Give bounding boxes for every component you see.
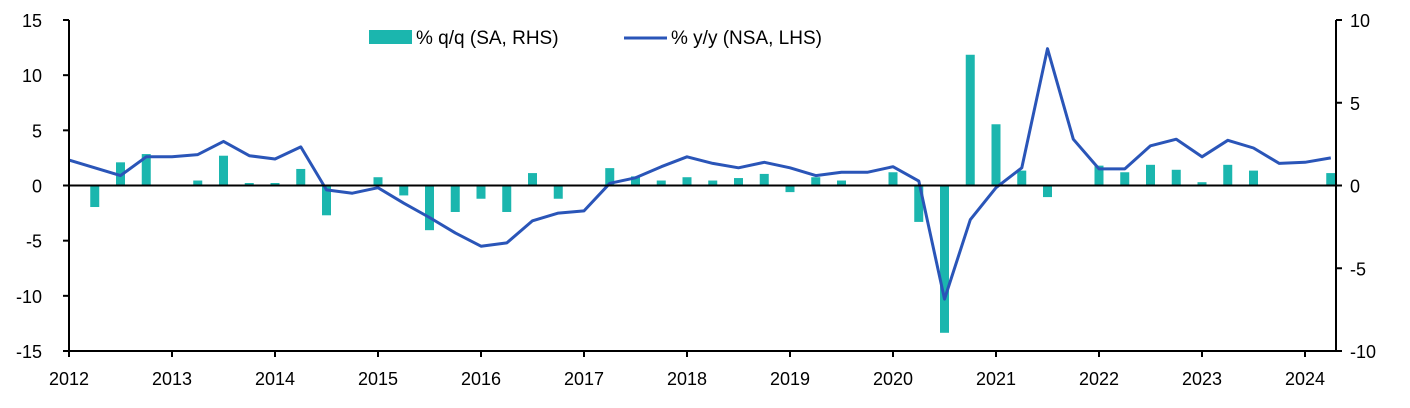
right-tick-label: -10: [1350, 342, 1376, 362]
line-yy: [68, 47, 1332, 301]
bar-qq-31: [888, 172, 898, 186]
bar-qq-6: [244, 183, 254, 186]
bar-qq-44: [1223, 164, 1233, 186]
x-tick-label: 2024: [1285, 369, 1325, 389]
left-tick-label: 0: [32, 177, 42, 197]
bar-qq-45: [1249, 170, 1258, 186]
bar-qq-22: [656, 180, 666, 186]
right-tick-label: -5: [1350, 259, 1366, 279]
left-tick-label: -5: [26, 232, 42, 252]
x-tick-label: 2013: [152, 369, 192, 389]
legend-bar-label: % q/q (SA, RHS): [416, 28, 559, 49]
bar-qq-16: [502, 185, 512, 212]
bar-qq-15: [476, 185, 486, 199]
x-tick-label: 2020: [873, 369, 913, 389]
bar-qq-43: [1197, 182, 1207, 186]
bar-qq-29: [837, 180, 846, 186]
x-tick-label: 2018: [667, 369, 707, 389]
bar-qq-42: [1171, 169, 1181, 186]
left-tick-label: 15: [22, 11, 42, 31]
bar-qq-0: [90, 185, 100, 208]
bar-qq-20: [605, 168, 615, 186]
legend: % q/q (SA, RHS) % y/y (NSA, LHS): [369, 28, 822, 49]
bar-qq-25: [734, 178, 743, 186]
axes-layer: [68, 20, 1337, 352]
bar-qq-28: [811, 177, 821, 186]
bar-qq-23: [682, 177, 692, 186]
bar-qq-12: [399, 185, 409, 196]
bar-qq-41: [1146, 164, 1155, 186]
bar-qq-37: [1043, 185, 1052, 198]
bar-qq-11: [373, 177, 383, 186]
bar-qq-39: [1094, 165, 1104, 186]
bar-qq-36: [1017, 170, 1027, 186]
bar-qq-48: [1326, 173, 1336, 186]
right-tick-label: 10: [1350, 11, 1370, 31]
x-tick-label: 2023: [1182, 369, 1222, 389]
bars-layer: [90, 54, 1336, 333]
left-tick-label: -10: [16, 287, 42, 307]
x-tick-label: 2016: [461, 369, 501, 389]
x-tick-label: 2012: [49, 369, 89, 389]
bar-qq-26: [759, 173, 769, 186]
legend-bar-swatch: [369, 30, 412, 44]
bar-qq-7: [270, 183, 280, 186]
bar-qq-34: [965, 54, 975, 186]
right-tick-label: 0: [1350, 177, 1360, 197]
x-tick-label: 2019: [770, 369, 810, 389]
bar-qq-27: [785, 185, 795, 193]
left-tick-label: 5: [32, 121, 42, 141]
bar-qq-32: [914, 185, 924, 222]
line-layer: [68, 47, 1332, 301]
x-tick-label: 2015: [358, 369, 398, 389]
bar-qq-2: [141, 154, 151, 186]
bar-qq-4: [193, 180, 203, 186]
bar-qq-8: [296, 168, 306, 186]
bar-qq-35: [991, 124, 1001, 186]
ticks-layer: 15 10 5 0 -5 -10 -15 10 5 0 -5 -10 2012 2013 2014 2015 2…: [16, 11, 1376, 389]
bar-qq-17: [528, 173, 537, 186]
bar-qq-40: [1120, 172, 1130, 186]
x-tick-label: 2014: [255, 369, 295, 389]
x-tick-label: 2022: [1079, 369, 1119, 389]
x-tick-label: 2021: [976, 369, 1016, 389]
left-tick-label: -15: [16, 342, 42, 362]
bar-qq-18: [553, 185, 563, 199]
bar-qq-13: [425, 185, 434, 231]
bar-qq-33: [940, 185, 949, 333]
left-tick-label: 10: [22, 66, 42, 86]
bar-qq-14: [450, 185, 460, 212]
bar-qq-24: [708, 180, 718, 186]
legend-line-label: % y/y (NSA, LHS): [671, 28, 822, 49]
right-tick-label: 5: [1350, 94, 1360, 114]
bar-qq-21: [631, 176, 640, 186]
bar-qq-5: [219, 155, 228, 186]
bar-qq-9: [322, 185, 331, 216]
x-tick-label: 2017: [564, 369, 604, 389]
